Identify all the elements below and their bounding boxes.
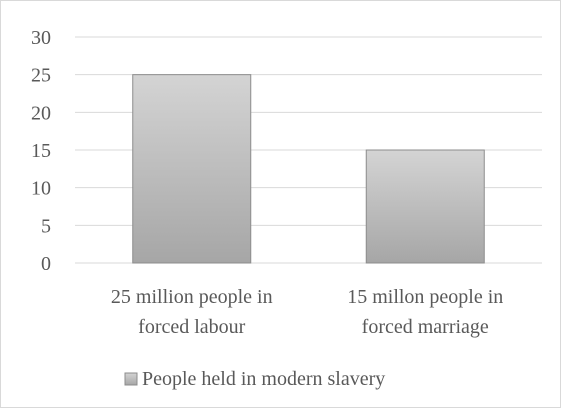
- y-tick-label-0: 0: [41, 253, 51, 275]
- bar-2: [365, 149, 485, 264]
- legend-label: People held in modern slavery: [142, 368, 385, 390]
- category-label-1-line-2: forced labour: [138, 316, 246, 338]
- category-label-2-line-2: forced marriage: [362, 316, 489, 338]
- x-axis-category-labels: 25 million people in forced labour 15 mill…: [111, 286, 503, 338]
- y-tick-label-5: 5: [41, 215, 51, 237]
- legend-swatch: [124, 372, 138, 386]
- bars: [132, 74, 485, 264]
- category-label-1-line-1: 25 million people in: [111, 286, 273, 308]
- y-tick-label-10: 10: [31, 178, 51, 200]
- y-tick-label-30: 30: [31, 27, 51, 49]
- legend: People held in modern slavery: [124, 368, 385, 390]
- bar-1: [132, 74, 252, 264]
- y-tick-label-15: 15: [31, 140, 51, 162]
- category-label-2-line-1: 15 millon people in: [347, 286, 503, 308]
- y-tick-label-25: 25: [31, 65, 51, 87]
- y-axis-tick-labels: 0 5 10 15 20 25 30: [31, 27, 51, 275]
- y-tick-label-20: 20: [31, 102, 51, 124]
